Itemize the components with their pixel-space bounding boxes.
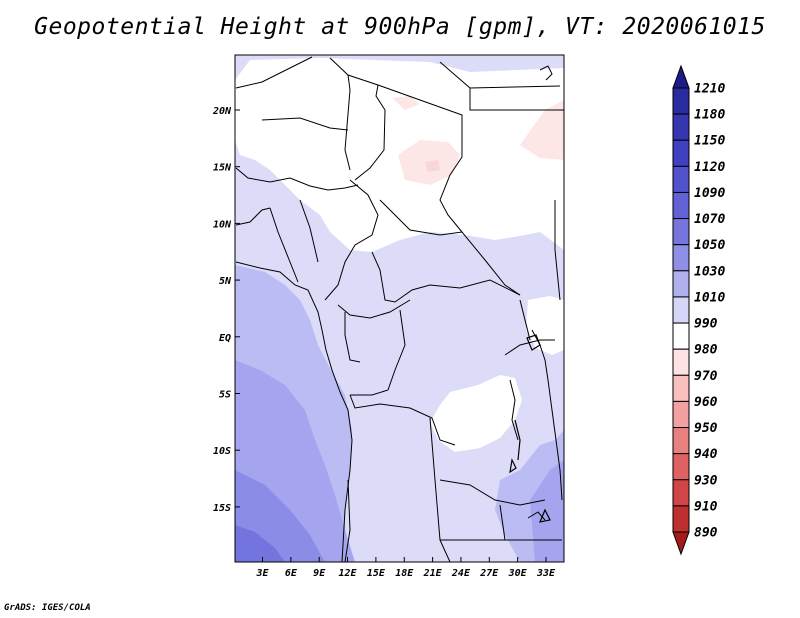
lon-tick-label: 9E [313,568,326,579]
colorbar-swatch [672,191,690,220]
colorbar-swatch [672,479,690,507]
colorbar-swatch [672,400,690,429]
colorbar-level-label: 1180 [694,108,725,123]
colorbar-swatch [672,374,690,402]
colorbar-level-label: 990 [694,317,718,332]
colorbar-level-label: 1070 [694,212,725,227]
colorbar-swatch [672,453,690,481]
lon-tick-label: 24E [451,568,471,579]
coastline [235,65,563,562]
colorbar-swatch [672,322,690,350]
colorbar-level-label: 1150 [694,134,725,149]
colorbar-swatch [672,244,690,272]
longitude-axis: 3E 6E 9E 12E 15E 18E 21E 24E 27E 30E 33E [255,557,556,579]
colorbar-swatch [672,113,690,141]
colorbar: 1210 1180 1150 1120 1090 1070 1050 1030 1010 990 9… [672,64,725,556]
colorbar-level-label: 1030 [694,264,725,279]
colorbar-swatch [672,139,690,167]
lon-tick-label: 12E [339,568,358,579]
lon-tick-label: 15E [367,568,386,579]
footer-credit: GrADS: IGES/COLA [4,603,91,613]
band-1050-1070-se [530,460,564,562]
colorbar-swatch [672,87,690,115]
lon-tick-label: 33E [536,568,556,579]
colorbar-swatch [672,296,690,324]
colorbar-swatch [672,348,690,376]
colorbar-swatch [672,218,690,246]
lat-tick-label: 15S [213,503,231,514]
lat-tick-label: 5S [219,390,231,401]
map-panel [235,55,564,562]
lon-tick-label: 3E [255,568,269,579]
band-980-990-c [392,96,420,110]
colorbar-level-label: 950 [694,421,718,436]
band-990-1010-south [430,375,522,452]
colorbar-level-label: 910 [694,499,718,514]
colorbar-level-label: 1120 [694,160,725,175]
colorbar-swatch [672,270,690,298]
map-frame [234,54,565,563]
lon-tick-label: 18E [395,568,414,579]
colorbar-level-label: 980 [694,343,718,358]
lat-tick-label: 10S [213,446,231,457]
colorbar-level-label: 1210 [694,82,725,97]
colorbar-bottom-arrow [672,531,690,556]
map-title: Geopotential Height at 900hPa [gpm], VT:… [34,14,766,40]
colorbar-level-label: 1010 [694,290,725,305]
colorbar-swatch [672,165,690,193]
lat-tick-label: EQ [219,333,231,344]
colorbar-swatch [672,427,690,455]
colorbar-level-label: 930 [694,473,718,488]
band-1090-1120 [235,525,285,562]
lat-tick-label: 15N [213,163,232,174]
band-980-990-b [520,100,564,160]
country-borders [235,56,564,562]
colorbar-level-label: 970 [694,369,718,384]
lon-tick-label: 30E [508,568,528,579]
latitude-axis: 20N 15N 10N 5N EQ 5S 10S 15S [212,106,240,514]
lon-tick-label: 6E [285,568,298,579]
lon-tick-label: 27E [479,568,499,579]
colorbar-level-label: 1090 [694,186,725,201]
band-980-990-d [425,160,440,172]
colorbar-level-label: 890 [694,526,718,541]
colorbar-swatch [672,505,690,533]
lat-tick-label: 20N [212,106,232,117]
lakes [509,334,551,523]
lat-tick-label: 5N [219,276,232,287]
colorbar-level-label: 940 [694,447,718,462]
lon-tick-label: 21E [423,568,443,579]
colorbar-top-arrow [672,64,690,89]
colorbar-level-label: 960 [694,395,718,410]
lat-tick-label: 10N [213,219,232,230]
colorbar-level-label: 1050 [694,238,725,253]
